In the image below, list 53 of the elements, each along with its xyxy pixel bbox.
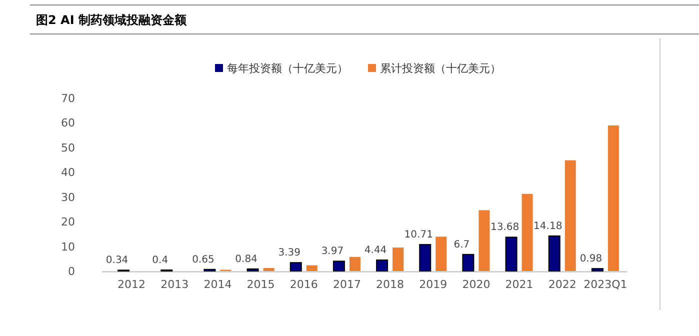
data-label: 6.7 bbox=[454, 239, 470, 250]
bar bbox=[548, 235, 560, 272]
x-tick-label: 2021 bbox=[505, 278, 534, 291]
bar bbox=[462, 254, 474, 272]
bar bbox=[290, 262, 302, 272]
bar bbox=[608, 125, 619, 271]
bar bbox=[306, 265, 318, 271]
data-label: 10.71 bbox=[404, 230, 433, 241]
x-tick-label: 2013 bbox=[160, 278, 189, 291]
data-label: 4.44 bbox=[364, 245, 387, 256]
x-tick-label: 2020 bbox=[462, 278, 490, 291]
x-tick-label: 2014 bbox=[204, 278, 232, 291]
bar bbox=[505, 236, 518, 272]
x-tick-label: 2012 bbox=[118, 278, 146, 291]
bar bbox=[564, 160, 576, 271]
bar bbox=[392, 248, 404, 271]
bar bbox=[376, 260, 388, 272]
data-label: 14.18 bbox=[534, 220, 562, 232]
data-label: 0.65 bbox=[192, 254, 214, 266]
bar bbox=[436, 236, 447, 271]
bar bbox=[263, 268, 274, 271]
x-tick-label: 2019 bbox=[419, 278, 448, 291]
y-tick-label: 40 bbox=[61, 166, 75, 180]
x-tick-label: 2023Q1 bbox=[584, 278, 628, 291]
data-label: 0.4 bbox=[152, 255, 168, 266]
data-label: 3.97 bbox=[321, 246, 344, 258]
y-tick-label: 60 bbox=[61, 116, 75, 130]
y-tick-label: 50 bbox=[61, 141, 75, 154]
legend-label: 每年投资额（十亿美元） bbox=[227, 62, 348, 75]
y-tick-label: 20 bbox=[61, 216, 75, 229]
y-tick-label: 0 bbox=[68, 265, 75, 278]
y-tick-label: 70 bbox=[61, 92, 75, 105]
x-tick-label: 2022 bbox=[548, 278, 576, 291]
x-tick-label: 2016 bbox=[290, 278, 318, 291]
x-tick-label: 2017 bbox=[332, 278, 361, 291]
chart-title: 图2 AI 制药领域投融资金额 bbox=[36, 13, 188, 27]
bar bbox=[522, 194, 533, 271]
y-tick-label: 30 bbox=[61, 190, 75, 204]
x-tick-label: 2015 bbox=[246, 278, 275, 291]
x-tick-label: 2018 bbox=[376, 278, 404, 291]
data-label: 3.39 bbox=[278, 248, 301, 259]
bar bbox=[591, 268, 604, 272]
data-label: 0.98 bbox=[580, 254, 602, 265]
data-label: 0.84 bbox=[235, 254, 258, 265]
bar bbox=[349, 256, 360, 271]
legend-label: 累计投资额（十亿美元） bbox=[380, 62, 501, 75]
y-tick-label: 10 bbox=[61, 240, 75, 254]
data-label: 0.34 bbox=[106, 255, 128, 266]
bar bbox=[332, 260, 345, 272]
bar bbox=[478, 210, 490, 271]
bar bbox=[419, 244, 432, 272]
data-label: 13.68 bbox=[490, 222, 520, 234]
bar bbox=[246, 268, 259, 272]
